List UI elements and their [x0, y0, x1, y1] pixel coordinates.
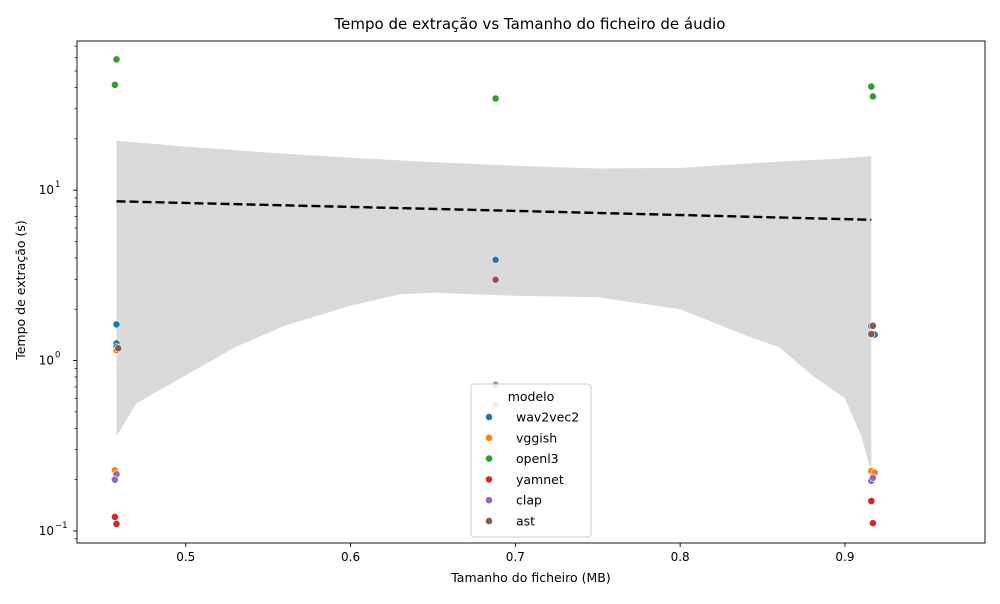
legend-marker-wav2vec2 — [485, 413, 493, 421]
data-point-ast — [869, 321, 877, 330]
series-yamnet — [111, 497, 877, 528]
legend-marker-openl3 — [485, 454, 493, 463]
data-point-openl3 — [112, 55, 121, 64]
x-axis-label: Tamanho do ficheiro (MB) — [450, 570, 611, 585]
legend: modelo wav2vec2 vggish openl3 yamnet clap ast — [470, 383, 592, 538]
x-tick-label: 0.9 — [835, 550, 854, 564]
data-point-openl3 — [869, 92, 877, 101]
series-openl3 — [111, 55, 877, 103]
trend-line-layer — [116, 200, 872, 221]
data-point-yamnet — [111, 513, 119, 521]
confidence-band-layer — [116, 140, 872, 473]
data-point-wav2vec2 — [491, 255, 500, 264]
legend-label-clap: clap — [516, 493, 542, 508]
y-tick-exponent: 0 — [55, 351, 60, 361]
series-ast — [114, 275, 877, 353]
y-tick-exponent: 1 — [55, 180, 60, 190]
plot-frame — [76, 40, 986, 544]
legend-items: wav2vec2 vggish openl3 yamnet clap ast — [485, 410, 579, 529]
data-point-wav2vec2 — [112, 320, 121, 329]
confidence-band — [116, 140, 872, 473]
data-point-ast — [867, 330, 876, 338]
y-tick-label: 10 — [39, 524, 54, 538]
trend-line — [116, 200, 872, 221]
data-point-yamnet — [869, 519, 877, 528]
data-point-ast — [114, 344, 123, 353]
data-point-clap — [869, 473, 877, 482]
data-point-openl3 — [867, 82, 876, 91]
legend-label-ast: ast — [516, 514, 535, 529]
data-point-clap — [111, 475, 119, 484]
chart-title: Tempo de extração vs Tamanho do ficheiro… — [334, 15, 726, 33]
data-point-yamnet — [112, 520, 121, 528]
y-tick-label: 10 — [39, 183, 54, 197]
data-points-layer — [111, 55, 879, 528]
y-tick-exponent: −1 — [55, 521, 68, 531]
legend-marker-ast — [485, 517, 493, 525]
data-point-yamnet — [867, 497, 876, 505]
legend-marker-vggish — [485, 433, 493, 442]
y-axis-label: Tempo de extração (s) — [13, 220, 28, 361]
x-tick-label: 0.6 — [341, 550, 360, 564]
x-tick-label: 0.5 — [176, 550, 195, 564]
y-tick-label: 10 — [39, 354, 54, 368]
legend-marker-yamnet — [485, 475, 493, 484]
data-point-ast — [491, 275, 500, 284]
legend-label-vggish: vggish — [516, 430, 557, 445]
data-point-openl3 — [111, 80, 119, 89]
legend-label-wav2vec2: wav2vec2 — [516, 410, 579, 425]
data-point-openl3 — [491, 94, 500, 103]
legend-marker-clap — [485, 496, 493, 505]
x-tick-label: 0.8 — [671, 550, 690, 564]
legend-label-yamnet: yamnet — [516, 472, 564, 487]
legend-label-openl3: openl3 — [516, 451, 559, 466]
x-tick-label: 0.7 — [506, 550, 525, 564]
legend-box — [470, 383, 592, 538]
legend-title: modelo — [508, 389, 555, 404]
